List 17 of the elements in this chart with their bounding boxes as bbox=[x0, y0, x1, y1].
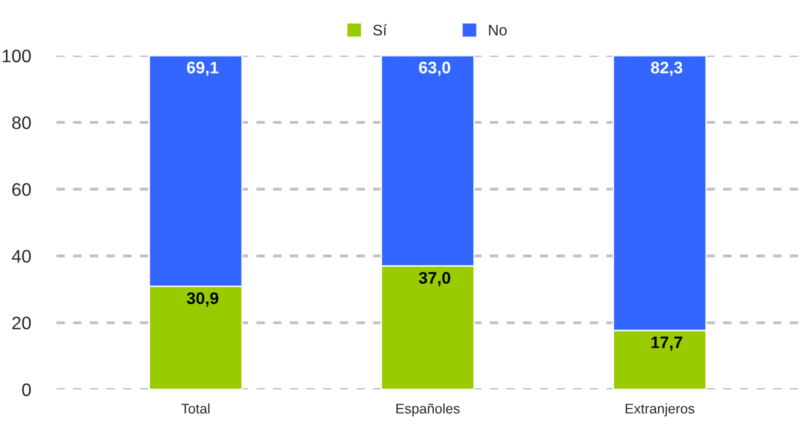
y-tick-label: 60 bbox=[12, 183, 31, 196]
y-tick-label: 80 bbox=[12, 116, 31, 130]
x-tick-label: Total bbox=[181, 403, 210, 414]
y-tick-label: 40 bbox=[12, 250, 31, 263]
data-label: 69,1 bbox=[187, 62, 218, 76]
y-tick-label: 20 bbox=[12, 316, 31, 330]
x-tick-label: Extranjeros bbox=[626, 403, 694, 416]
x-tick-label: Españoles bbox=[396, 403, 460, 416]
y-tick-label: 0 bbox=[22, 383, 31, 396]
data-label: 63,0 bbox=[419, 62, 450, 76]
legend-label: No bbox=[489, 24, 507, 36]
legend-label: Sí bbox=[373, 24, 387, 36]
data-label: 30,9 bbox=[186, 292, 218, 307]
data-label: 37,0 bbox=[418, 272, 450, 286]
y-tick-label: 100 bbox=[2, 50, 31, 62]
data-label: 82,3 bbox=[650, 62, 682, 76]
data-label: 17,7 bbox=[652, 336, 682, 351]
